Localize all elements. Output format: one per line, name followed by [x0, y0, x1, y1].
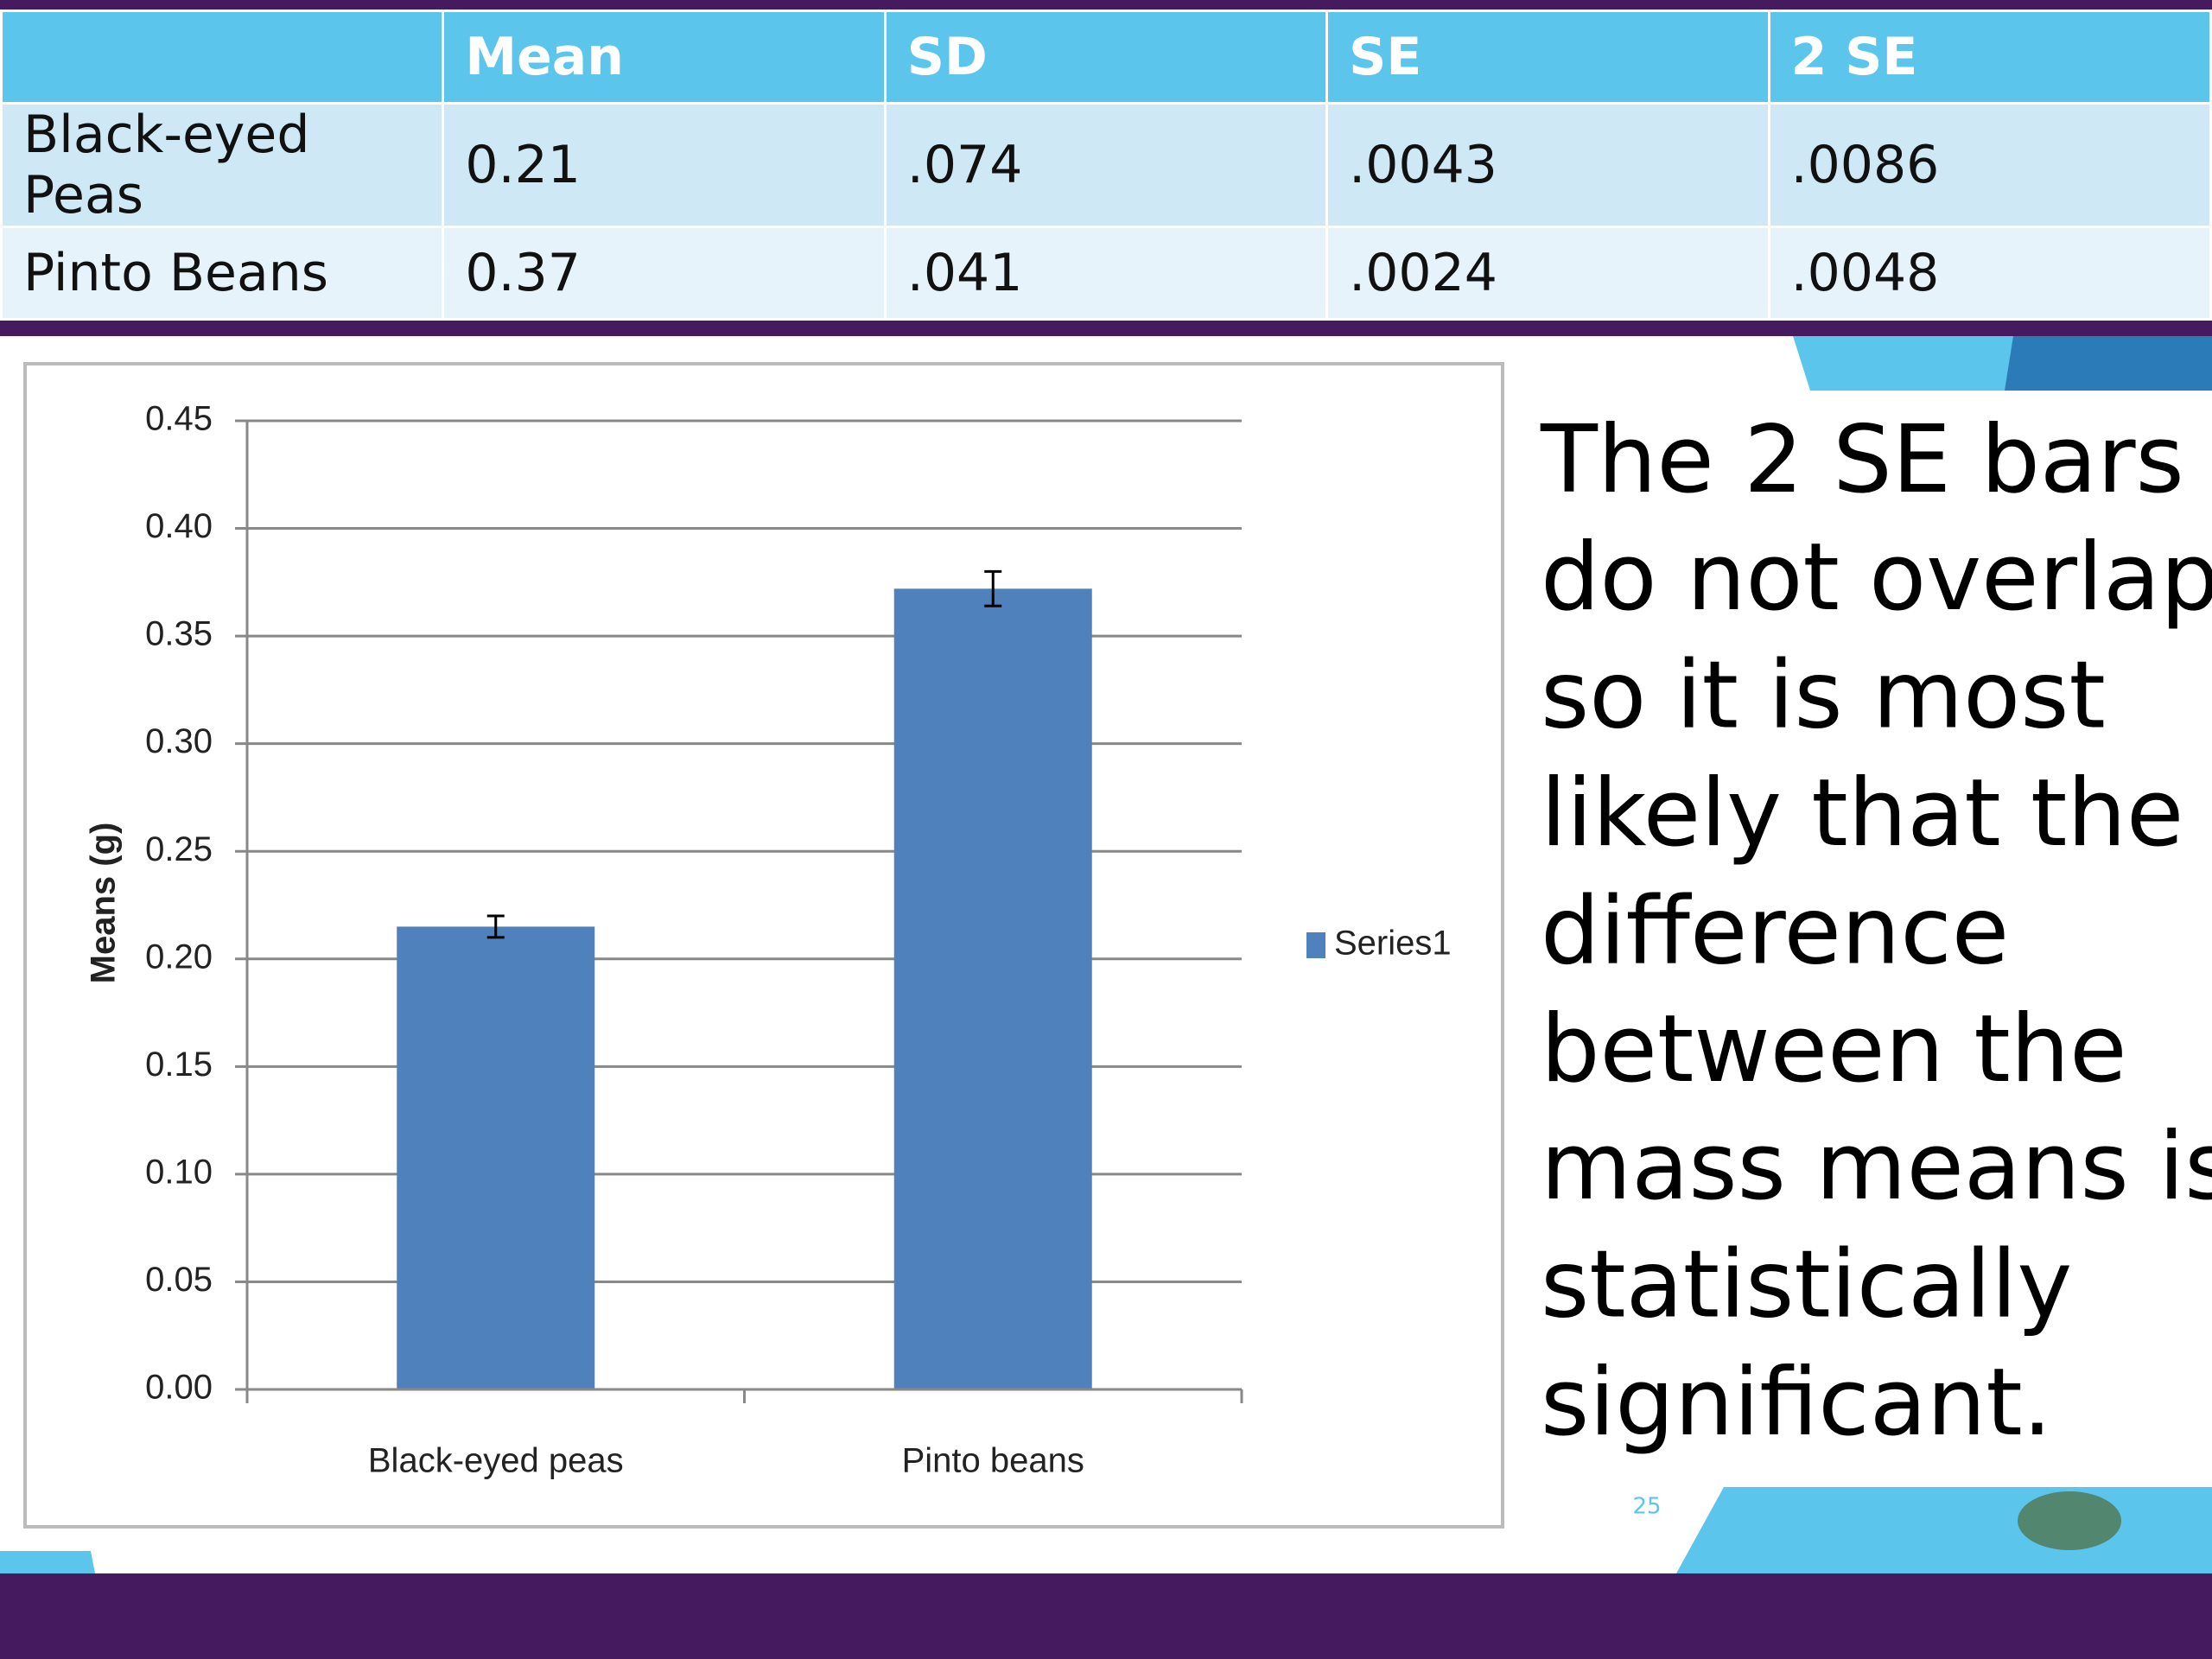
- table-cell: .0048: [1767, 226, 2212, 321]
- error-bar: [984, 569, 1002, 607]
- y-tick-label: 0.05: [145, 1261, 213, 1299]
- decor: [2005, 336, 2212, 391]
- table-cell: Pinto Beans: [0, 226, 445, 321]
- decor: [1676, 1487, 2212, 1573]
- text-line: do not overlap,: [1541, 524, 2212, 632]
- y-tick-label: 0.00: [145, 1369, 213, 1407]
- header-cell: 2 SE: [1767, 10, 2212, 105]
- table-cell: 0.37: [442, 226, 887, 321]
- y-tick-label: 0.25: [145, 830, 213, 868]
- y-tick-label: 0.35: [145, 615, 213, 653]
- y-tick-label: 0.45: [145, 400, 213, 438]
- decor: [0, 1551, 95, 1573]
- top-band: [0, 0, 2212, 10]
- text-line: The 2 SE bars: [1540, 406, 2184, 514]
- y-tick-label: 0.30: [145, 722, 213, 760]
- text-line: difference: [1541, 877, 2009, 985]
- chart-frame: [23, 362, 1504, 1529]
- header-cell: Mean: [442, 10, 887, 105]
- y-axis-label: Means (g): [85, 823, 123, 984]
- text-line: likely that the: [1541, 760, 2183, 868]
- y-tick-label: 0.15: [145, 1046, 213, 1084]
- stats-table: Mean SD SE 2 SE Black-eyed Peas 0.21.074.…: [0, 10, 2212, 321]
- y-tick-label: 0.20: [145, 938, 213, 976]
- table-cell: .0024: [1325, 226, 1770, 321]
- bottom-band: [0, 1573, 2212, 1659]
- table-row: Black-eyed Peas 0.21.074.0043.0086: [0, 102, 2212, 228]
- y-tick-label: 0.10: [145, 1153, 213, 1191]
- table-cell: .074: [883, 102, 1329, 228]
- table-cell: Black-eyed Peas: [0, 102, 445, 228]
- y-tick-label: 0.40: [145, 507, 213, 545]
- legend-swatch: [1306, 932, 1325, 958]
- table-cell: .0043: [1325, 102, 1770, 228]
- header-cell: SE: [1325, 10, 1770, 105]
- text-line: between the: [1541, 995, 2127, 1103]
- table-cell: .041: [883, 226, 1329, 321]
- x-tick-label: Pinto beans: [902, 1442, 1084, 1480]
- legend-label: Series1: [1334, 925, 1452, 963]
- decor: [2018, 1491, 2121, 1550]
- text-line: so it is most: [1541, 642, 2106, 750]
- table-row: Pinto Beans 0.37.041.0024.0048: [0, 226, 2212, 321]
- error-bar: [486, 914, 505, 939]
- table-cell: 0.21: [442, 102, 887, 228]
- header-cell: SD: [883, 10, 1329, 105]
- bar: [397, 926, 595, 1389]
- x-tick-label: Black-eyed peas: [368, 1442, 624, 1480]
- text-line: significant.: [1541, 1349, 2052, 1457]
- text-line: statistically: [1541, 1231, 2072, 1339]
- text-line: mass means is: [1541, 1113, 2212, 1221]
- table-cell: .0086: [1767, 102, 2212, 228]
- header-cell: [0, 10, 445, 105]
- slide-number: 25: [1632, 1494, 1661, 1520]
- bar: [893, 588, 1092, 1389]
- header-row: Mean SD SE 2 SE: [0, 10, 2212, 105]
